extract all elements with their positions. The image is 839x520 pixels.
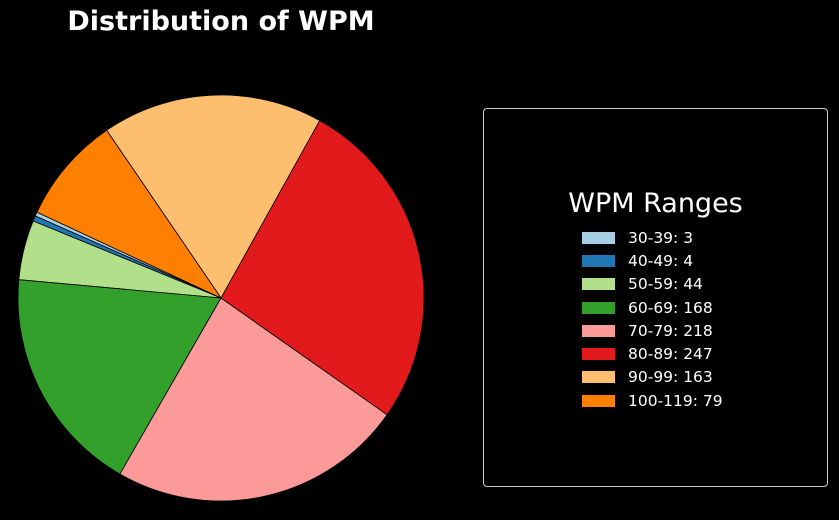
legend: WPM Ranges 30-39: 3 40-49: 4 50-59: 44 60-6… [483, 108, 828, 487]
pie-slice-100-119 [36, 129, 223, 299]
pie-slice-90-99 [106, 94, 321, 299]
pie-slice-80-89 [220, 120, 425, 416]
pie-slices [17, 94, 425, 502]
legend-swatch [582, 254, 615, 267]
pie-chart [17, 94, 425, 502]
legend-label: 80-89: 247 [628, 345, 713, 364]
legend-swatch [582, 301, 615, 314]
pie-slice-70-79 [119, 297, 388, 502]
legend-item-60-69: 60-69: 168 [582, 296, 723, 319]
legend-list: 30-39: 3 40-49: 4 50-59: 44 60-69: 168 70-79… [582, 226, 723, 412]
legend-item-30-39: 30-39: 3 [582, 226, 723, 249]
legend-label: 30-39: 3 [628, 228, 694, 247]
legend-label: 50-59: 44 [628, 275, 703, 294]
legend-label: 40-49: 4 [628, 251, 694, 270]
legend-item-100-119: 100-119: 79 [582, 389, 723, 412]
legend-swatch [582, 371, 615, 384]
legend-item-80-89: 80-89: 247 [582, 342, 723, 365]
legend-item-70-79: 70-79: 218 [582, 319, 723, 342]
legend-item-90-99: 90-99: 163 [582, 366, 723, 389]
chart-title: Distribution of WPM [67, 6, 375, 37]
legend-item-40-49: 40-49: 4 [582, 249, 723, 272]
legend-label: 100-119: 79 [628, 391, 723, 410]
legend-swatch [582, 231, 615, 244]
legend-swatch [582, 278, 615, 291]
legend-title: WPM Ranges [568, 188, 743, 219]
legend-swatch [582, 394, 615, 407]
legend-label: 90-99: 163 [628, 368, 713, 387]
legend-swatch [582, 348, 615, 361]
legend-label: 70-79: 218 [628, 321, 713, 340]
legend-swatch [582, 324, 615, 337]
legend-item-50-59: 50-59: 44 [582, 273, 723, 296]
pie-slice-60-69 [17, 279, 222, 475]
legend-label: 60-69: 168 [628, 298, 713, 317]
